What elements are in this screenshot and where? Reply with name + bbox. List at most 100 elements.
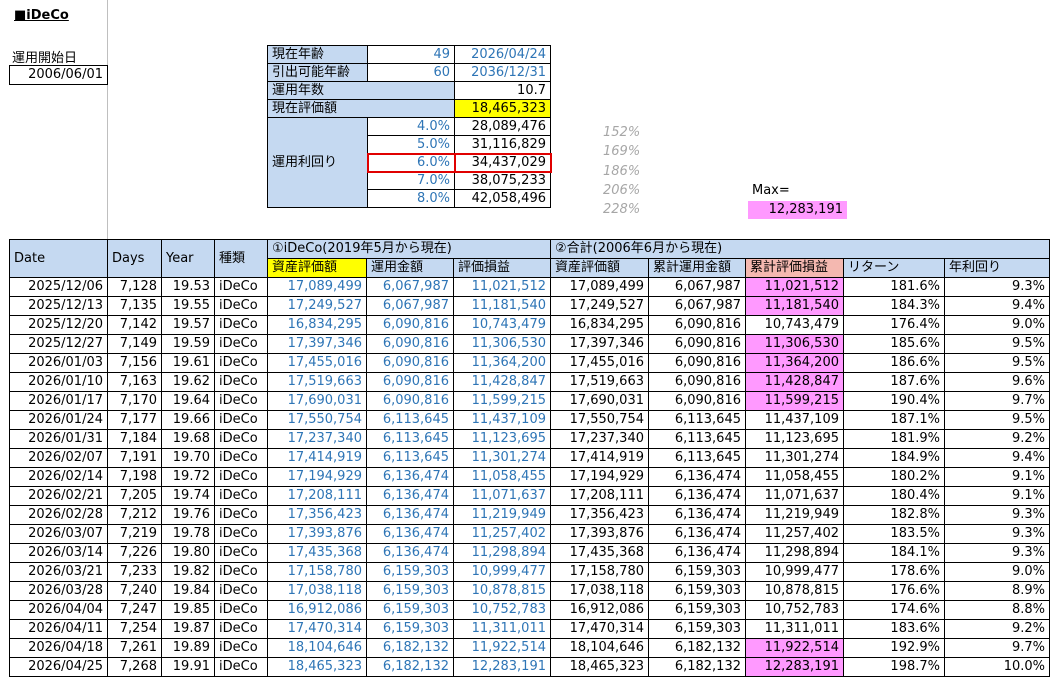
year-cell[interactable]: 19.55 [161,296,215,316]
days-cell[interactable]: 7,261 [107,638,162,658]
days-cell[interactable]: 7,247 [107,600,162,620]
invest-cell[interactable]: 6,136,474 [366,543,454,563]
days-cell[interactable]: 7,205 [107,486,162,506]
kind-cell[interactable]: iDeCo [214,505,268,525]
days-cell[interactable]: 7,254 [107,619,162,639]
cum-invest-cell[interactable]: 6,159,303 [648,562,746,582]
kind-cell[interactable]: iDeCo [214,296,268,316]
rate-cell[interactable]: 7.0% [367,171,455,190]
cum-gain-cell[interactable]: 11,599,215 [745,391,844,411]
cum-invest-cell[interactable]: 6,090,816 [648,315,746,335]
invest-cell[interactable]: 6,067,987 [366,296,454,316]
rate-cell[interactable]: 8.0% [367,189,455,208]
invest-cell[interactable]: 6,090,816 [366,315,454,335]
asset-cell[interactable]: 17,393,876 [267,524,367,544]
asset-cell[interactable]: 17,237,340 [267,429,367,449]
date-cell[interactable]: 2026/04/04 [9,600,108,620]
kind-cell[interactable]: iDeCo [214,619,268,639]
annual-cell[interactable]: 9.0% [944,315,1050,335]
cum-invest-cell[interactable]: 6,113,645 [648,448,746,468]
asset-total-cell[interactable]: 17,393,876 [550,524,649,544]
date-cell[interactable]: 2026/04/11 [9,619,108,639]
annual-cell[interactable]: 9.6% [944,372,1050,392]
header-group-total[interactable]: ②合計(2006年6月から現在) [550,239,1050,259]
asset-total-cell[interactable]: 17,249,527 [550,296,649,316]
kind-cell[interactable]: iDeCo [214,562,268,582]
gain-cell[interactable]: 10,752,783 [453,600,551,620]
asset-cell[interactable]: 17,435,368 [267,543,367,563]
header-asset-total[interactable]: 資産評価額 [550,258,649,278]
annual-cell[interactable]: 8.8% [944,600,1050,620]
asset-cell[interactable]: 17,550,754 [267,410,367,430]
return-cell[interactable]: 181.6% [843,277,945,297]
header-asset[interactable]: 資産評価額 [267,258,367,278]
asset-cell[interactable]: 17,519,663 [267,372,367,392]
year-cell[interactable]: 19.82 [161,562,215,582]
date-cell[interactable]: 2026/03/21 [9,562,108,582]
asset-total-cell[interactable]: 17,470,314 [550,619,649,639]
year-cell[interactable]: 19.78 [161,524,215,544]
return-cell[interactable]: 176.4% [843,315,945,335]
asset-total-cell[interactable]: 17,414,919 [550,448,649,468]
cum-invest-cell[interactable]: 6,090,816 [648,334,746,354]
cum-invest-cell[interactable]: 6,159,303 [648,600,746,620]
kind-cell[interactable]: iDeCo [214,334,268,354]
annual-cell[interactable]: 9.5% [944,353,1050,373]
value-label[interactable]: 現在評価額 [267,99,455,118]
date-cell[interactable]: 2026/03/14 [9,543,108,563]
date-cell[interactable]: 2025/12/06 [9,277,108,297]
cum-invest-cell[interactable]: 6,136,474 [648,505,746,525]
return-cell[interactable]: 183.6% [843,619,945,639]
annual-cell[interactable]: 9.7% [944,391,1050,411]
year-cell[interactable]: 19.66 [161,410,215,430]
kind-cell[interactable]: iDeCo [214,657,268,677]
rate-cell[interactable]: 4.0% [367,117,455,136]
kind-cell[interactable]: iDeCo [214,410,268,430]
invest-cell[interactable]: 6,136,474 [366,486,454,506]
gain-cell[interactable]: 11,021,512 [453,277,551,297]
annual-cell[interactable]: 9.3% [944,505,1050,525]
gain-cell[interactable]: 11,058,455 [453,467,551,487]
cum-gain-cell[interactable]: 11,437,109 [745,410,844,430]
days-cell[interactable]: 7,268 [107,657,162,677]
age-date-cell[interactable]: 2026/04/24 [454,45,551,64]
year-cell[interactable]: 19.80 [161,543,215,563]
invest-cell[interactable]: 6,159,303 [366,562,454,582]
days-cell[interactable]: 7,177 [107,410,162,430]
cum-gain-cell[interactable]: 10,878,815 [745,581,844,601]
invest-cell[interactable]: 6,159,303 [366,619,454,639]
years-label[interactable]: 運用年数 [267,81,455,100]
max-value-cell[interactable]: 12,283,191 [748,201,847,219]
asset-total-cell[interactable]: 17,356,423 [550,505,649,525]
kind-cell[interactable]: iDeCo [214,543,268,563]
withdraw-label[interactable]: 引出可能年齢 [267,63,368,82]
cum-gain-cell[interactable]: 11,181,540 [745,296,844,316]
asset-total-cell[interactable]: 17,690,031 [550,391,649,411]
header-year[interactable]: Year [161,239,215,278]
asset-cell[interactable]: 16,834,295 [267,315,367,335]
kind-cell[interactable]: iDeCo [214,524,268,544]
asset-total-cell[interactable]: 17,397,346 [550,334,649,354]
asset-cell[interactable]: 17,194,929 [267,467,367,487]
return-cell[interactable]: 184.9% [843,448,945,468]
cum-gain-cell[interactable]: 11,058,455 [745,467,844,487]
annual-cell[interactable]: 9.2% [944,429,1050,449]
cum-invest-cell[interactable]: 6,159,303 [648,619,746,639]
cum-gain-cell[interactable]: 10,999,477 [745,562,844,582]
invest-cell[interactable]: 6,090,816 [366,334,454,354]
cum-gain-cell[interactable]: 10,743,479 [745,315,844,335]
asset-cell[interactable]: 18,465,323 [267,657,367,677]
invest-cell[interactable]: 6,159,303 [366,581,454,601]
asset-total-cell[interactable]: 17,194,929 [550,467,649,487]
value-cell[interactable]: 18,465,323 [454,99,551,118]
asset-total-cell[interactable]: 16,834,295 [550,315,649,335]
invest-cell[interactable]: 6,113,645 [366,410,454,430]
asset-total-cell[interactable]: 17,089,499 [550,277,649,297]
cum-invest-cell[interactable]: 6,136,474 [648,467,746,487]
days-cell[interactable]: 7,219 [107,524,162,544]
return-cell[interactable]: 176.6% [843,581,945,601]
cum-gain-cell[interactable]: 11,428,847 [745,372,844,392]
header-cum-invest[interactable]: 累計運用金額 [648,258,746,278]
cum-gain-cell[interactable]: 12,283,191 [745,657,844,677]
date-cell[interactable]: 2026/01/17 [9,391,108,411]
